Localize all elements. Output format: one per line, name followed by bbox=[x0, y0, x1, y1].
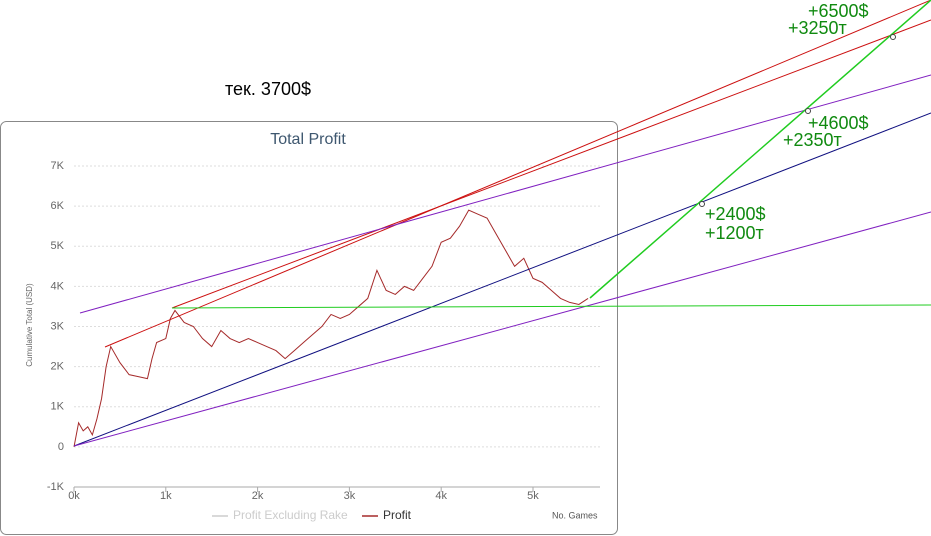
annotation: +2400$ bbox=[705, 204, 766, 224]
trend-line bbox=[171, 19, 931, 309]
y-tick-label: 2K bbox=[51, 361, 65, 373]
intersection bbox=[699, 201, 705, 207]
chart-title: Total Profit bbox=[270, 131, 346, 148]
y-tick-label: 1K bbox=[51, 401, 65, 413]
x-axis-label: No. Games bbox=[552, 510, 598, 520]
x-tick-label: 3k bbox=[344, 490, 356, 502]
intersection bbox=[805, 108, 811, 114]
trend-line bbox=[589, 0, 931, 299]
trend-line bbox=[73, 211, 931, 447]
trend-line bbox=[73, 112, 931, 447]
annotation: +4600$ bbox=[808, 113, 869, 133]
annotation: +2350т bbox=[783, 130, 842, 150]
y-axis-label: Cumulative Total (USD) bbox=[25, 283, 34, 367]
y-tick-label: 5K bbox=[51, 240, 65, 252]
annotation: +6500$ bbox=[808, 1, 869, 21]
legend: Profit Excluding Rake Profit bbox=[212, 508, 412, 522]
x-tick-label: 4k bbox=[435, 490, 447, 502]
legend-label: Profit bbox=[383, 508, 412, 522]
plot: -1K 0 1K 2K 3K 4K 5K 6K 7K 0k 1k 2k 3k 4k 5k bbox=[47, 160, 600, 502]
x-tick-label: 5k bbox=[527, 490, 539, 502]
y-tick-label: 3K bbox=[51, 320, 65, 332]
trend-line bbox=[171, 304, 931, 309]
y-tick-label: 4K bbox=[51, 280, 65, 292]
x-tick-label: 1k bbox=[160, 490, 172, 502]
x-tick-label: 2k bbox=[252, 490, 264, 502]
annotations: тек. 3700$ +6500$+3250т +4600$+2350т +2400$… bbox=[225, 1, 869, 243]
annotation: тек. 3700$ bbox=[225, 79, 311, 99]
annotation: +3250т bbox=[788, 18, 847, 38]
y-tick-label: 7K bbox=[51, 160, 65, 172]
y-tick-label: 6K bbox=[51, 200, 65, 212]
chart-frame bbox=[0, 121, 618, 535]
series-line bbox=[73, 209, 589, 447]
trend-line bbox=[79, 74, 931, 314]
legend-label: Profit Excluding Rake bbox=[233, 508, 348, 522]
annotation: +1200т bbox=[705, 223, 764, 243]
x-tick-label: 0k bbox=[68, 490, 80, 502]
intersection bbox=[890, 34, 896, 40]
trend-lines bbox=[73, 0, 931, 447]
y-tick-label: 0 bbox=[58, 441, 64, 453]
trend-line bbox=[104, 0, 931, 348]
y-tick-label: -1K bbox=[47, 481, 65, 493]
